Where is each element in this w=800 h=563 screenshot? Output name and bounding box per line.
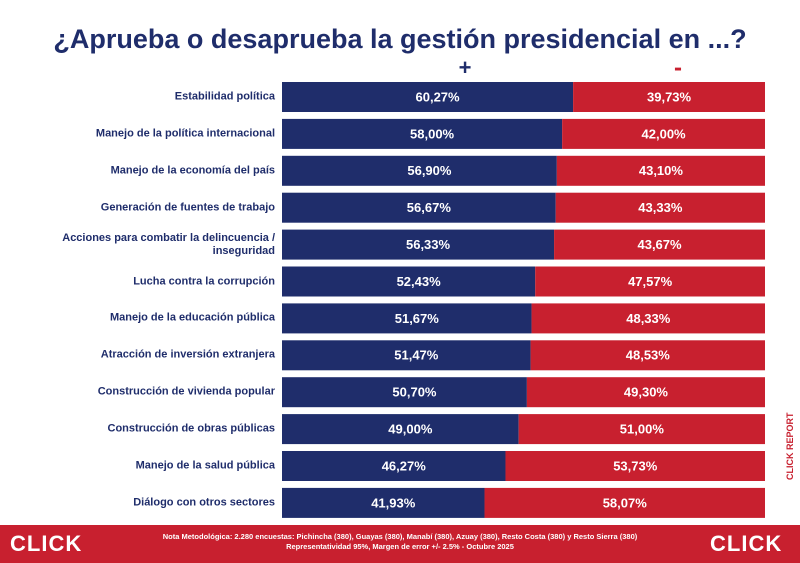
bar-segment	[530, 340, 765, 371]
side-label: CLICK REPORT	[785, 412, 795, 481]
value-label: 51,00%	[620, 422, 665, 437]
bar-segment	[282, 340, 531, 371]
value-label: 41,93%	[371, 495, 416, 510]
value-label: 56,67%	[407, 200, 452, 215]
footer-note: Nota Metodológica: 2.280 encuestas: Pich…	[140, 532, 660, 552]
value-label: 58,00%	[410, 126, 455, 141]
value-label: 51,67%	[395, 311, 440, 326]
value-label: 48,53%	[626, 348, 671, 363]
note-line: Nota Metodológica: 2.280 encuestas: Pich…	[162, 532, 638, 541]
bar-segment	[554, 229, 765, 260]
category-label: Manejo de la política internacional	[95, 127, 275, 140]
bar-segment	[282, 82, 574, 112]
category-label: Generación de fuentes de trabajo	[100, 201, 275, 214]
chart-title: ¿Aprueba o desaprueba la gestión preside…	[53, 24, 747, 54]
logo: CLICK	[10, 531, 83, 556]
value-label: 49,00%	[388, 422, 433, 437]
category-label: Acciones para combatir la delincuencia /…	[62, 231, 275, 257]
bar-segment	[556, 155, 765, 186]
legend-sign: +	[459, 55, 472, 80]
bar-segment	[518, 414, 765, 445]
value-label: 43,33%	[638, 200, 683, 215]
value-label: 56,90%	[407, 163, 452, 178]
bar-segment	[282, 155, 557, 186]
value-label: 49,30%	[624, 385, 669, 400]
category-label: Construcción de vivienda popular	[97, 385, 275, 398]
category-label: Atracción de inversión extranjera	[100, 348, 275, 361]
logo: CLICK	[710, 531, 783, 556]
value-label: 52,43%	[397, 274, 442, 289]
bar-segment	[282, 414, 519, 445]
bar-segment	[526, 377, 765, 408]
bar-segment	[573, 82, 765, 112]
bar-segment	[484, 487, 765, 518]
bar-segment	[535, 266, 765, 297]
value-label: 43,10%	[639, 163, 684, 178]
chart: + - 60,27% 39,73% 58,00% 42,00% 56,90% 43,10% 56…	[282, 54, 765, 518]
value-label: 42,00%	[642, 126, 687, 141]
note-line: Representatividad 95%, Margen de error +…	[286, 542, 514, 551]
bar-segment	[562, 118, 765, 149]
value-label: 43,67%	[637, 237, 682, 252]
value-label: 51,47%	[394, 348, 439, 363]
category-label: Diálogo con otros sectores	[133, 496, 275, 509]
bar-segment	[505, 451, 765, 481]
value-label: 46,27%	[382, 458, 427, 473]
bar-segment	[555, 192, 765, 223]
category-label: Estabilidad política	[174, 90, 275, 103]
value-label: 60,27%	[416, 89, 461, 104]
category-label: Construcción de obras públicas	[107, 422, 275, 435]
bar-segment	[282, 192, 556, 223]
value-label: 39,73%	[647, 89, 692, 104]
bar-segment	[531, 303, 765, 334]
value-label: 56,33%	[406, 237, 451, 252]
value-label: 58,07%	[603, 495, 648, 510]
bar-segment	[282, 377, 527, 408]
bar-segment	[282, 451, 506, 481]
value-label: 47,57%	[628, 274, 673, 289]
category-label: Manejo de la educación pública	[109, 311, 275, 324]
category-label: Lucha contra la corrupción	[133, 275, 275, 287]
bar-segment	[282, 487, 485, 518]
value-label: 53,73%	[613, 458, 658, 473]
value-label: 50,70%	[392, 385, 437, 400]
bar-segment	[282, 118, 563, 149]
legend-sign: -	[674, 54, 682, 81]
category-label: Manejo de la salud pública	[135, 459, 275, 472]
value-label: 48,33%	[626, 311, 671, 326]
category-label: Manejo de la economía del país	[110, 164, 275, 177]
bar-segment	[282, 303, 532, 334]
footer: CLICK Nota Metodológica: 2.280 encuestas…	[0, 525, 800, 563]
bar-segment	[282, 266, 536, 297]
bar-segment	[282, 229, 555, 260]
